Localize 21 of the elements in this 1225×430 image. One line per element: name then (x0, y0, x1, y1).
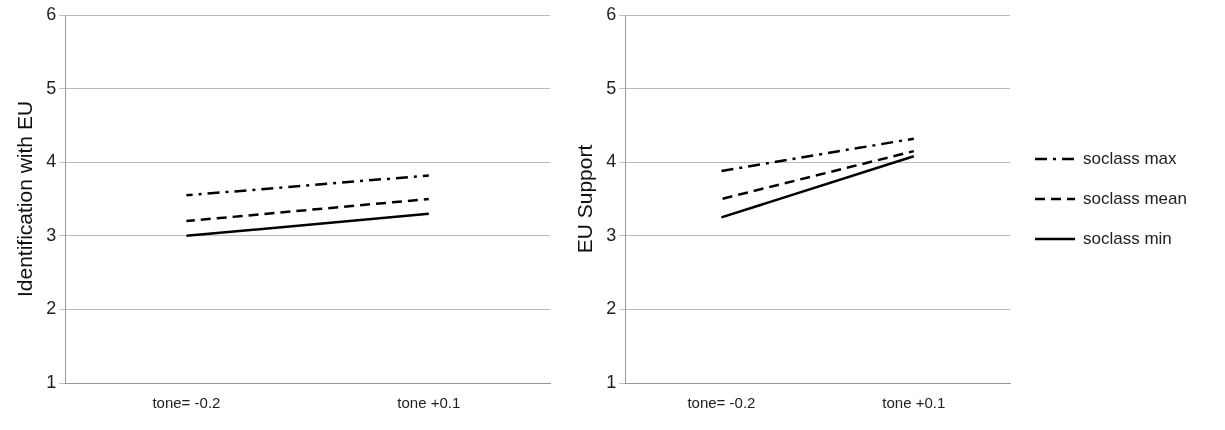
y-tick-label: 1 (606, 371, 617, 392)
y-tick-label: 2 (606, 298, 617, 319)
y-tick-label: 4 (46, 151, 57, 172)
x-tick-label: tone= -0.2 (152, 394, 221, 412)
x-tick-label: tone +0.1 (397, 394, 461, 412)
y-axis-title: EU Support (573, 144, 597, 254)
y-tick-label: 5 (46, 77, 57, 98)
x-tick-label: tone +0.1 (882, 394, 946, 412)
y-tick-label: 3 (46, 224, 57, 245)
y-axis-title: Identification with EU (13, 100, 37, 298)
y-tick-label: 3 (606, 224, 617, 245)
legend-label: soclass max (1083, 148, 1178, 168)
y-tick-label: 6 (46, 3, 57, 24)
y-tick-label: 2 (46, 298, 57, 319)
legend-label: soclass min (1083, 228, 1172, 248)
legend-label: soclass mean (1083, 188, 1187, 208)
y-tick-label: 5 (606, 77, 617, 98)
y-tick-label: 1 (46, 371, 57, 392)
x-tick-label: tone= -0.2 (687, 394, 756, 412)
y-tick-label: 4 (606, 151, 617, 172)
y-tick-label: 6 (606, 3, 617, 24)
